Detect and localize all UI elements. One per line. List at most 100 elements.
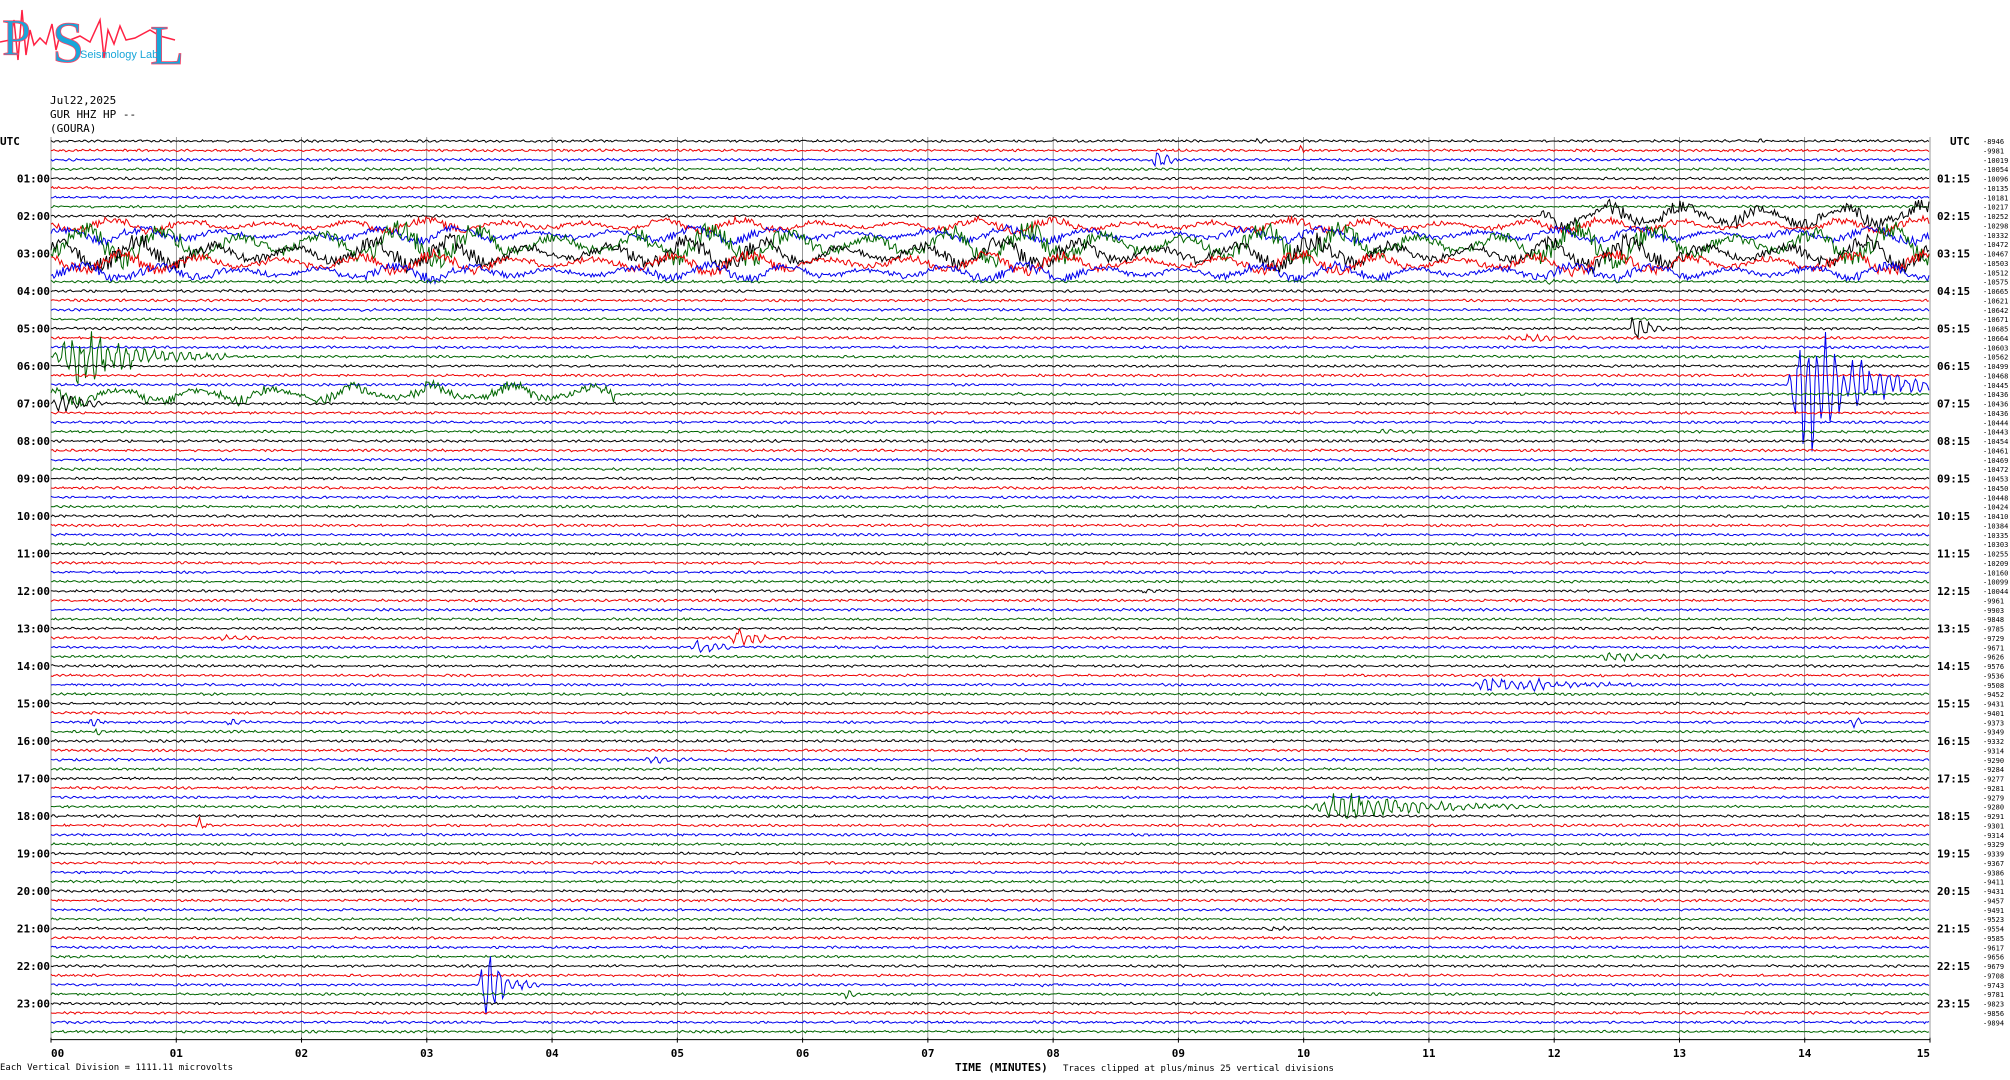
seismic-trace xyxy=(50,204,1930,209)
trace-offset-label: -10499 xyxy=(1983,363,2008,371)
trace-offset-label: -9743 xyxy=(1983,982,2004,990)
trace-offset-label: -10303 xyxy=(1983,541,2008,549)
trace-offset-label: -10217 xyxy=(1983,204,2008,212)
seismic-trace xyxy=(50,963,1930,969)
seismic-trace xyxy=(50,333,1930,343)
trace-offset-label: -10472 xyxy=(1983,466,2008,474)
trace-offset-label: -8946 xyxy=(1983,138,2004,146)
right-hour-label: 06:15 xyxy=(1937,360,1970,373)
trace-offset-label: -10562 xyxy=(1983,354,2008,362)
seismic-trace xyxy=(50,973,1930,978)
right-hour-label: 21:15 xyxy=(1937,923,1970,936)
seismic-trace xyxy=(50,232,1930,275)
trace-offset-label: -9554 xyxy=(1983,926,2004,934)
seismic-trace xyxy=(50,907,1930,912)
left-hour-label: 10:00 xyxy=(17,510,50,523)
seismic-trace xyxy=(51,607,1930,612)
trace-offset-label: -10255 xyxy=(1983,551,2008,559)
seismic-trace xyxy=(50,841,1930,847)
seismic-trace xyxy=(50,379,1930,408)
trace-offset-label: -9314 xyxy=(1983,832,2004,840)
seismic-trace xyxy=(50,316,1930,322)
trace-offset-label: -10444 xyxy=(1983,419,2008,427)
seismic-trace xyxy=(50,513,1930,519)
trace-offset-label: -9339 xyxy=(1983,851,2004,859)
seismic-trace xyxy=(50,785,1930,791)
seismic-trace xyxy=(50,767,1930,772)
left-hour-label: UTC xyxy=(0,135,20,148)
seismic-trace xyxy=(50,317,1930,340)
seismic-trace xyxy=(50,144,1930,154)
seismic-trace xyxy=(50,776,1930,781)
left-hour-label: 06:00 xyxy=(17,360,50,373)
trace-offset-label: -9281 xyxy=(1983,785,2004,793)
left-hour-label: 04:00 xyxy=(17,285,50,298)
right-hour-label: 10:15 xyxy=(1937,510,1970,523)
logo-letter-s: S xyxy=(52,10,84,72)
trace-offset-label: -10044 xyxy=(1983,588,2008,596)
trace-offset-label: -9729 xyxy=(1983,635,2004,643)
seismic-trace xyxy=(50,851,1930,856)
seismic-trace xyxy=(50,476,1930,481)
seismic-trace xyxy=(51,428,1930,434)
seismic-trace xyxy=(50,331,1930,452)
trace-offset-label: -9671 xyxy=(1983,644,2004,652)
seismic-trace xyxy=(50,815,1930,829)
trace-offset-label: -10468 xyxy=(1983,372,2008,380)
right-hour-label: 03:15 xyxy=(1937,248,1970,261)
left-hour-label: 01:00 xyxy=(17,173,50,186)
left-hour-label: 22:00 xyxy=(17,960,50,973)
right-hour-label: 04:15 xyxy=(1937,285,1970,298)
trace-offset-label: -9585 xyxy=(1983,935,2004,943)
left-hour-label: 14:00 xyxy=(17,660,50,673)
x-tick-label: 13 xyxy=(1673,1047,1686,1060)
trace-offset-label: -9452 xyxy=(1983,691,2004,699)
trace-offset-label: -10664 xyxy=(1983,335,2008,343)
seismic-trace xyxy=(50,639,1930,654)
logo-trace xyxy=(0,9,176,61)
left-hour-label: 12:00 xyxy=(17,585,50,598)
right-hour-label: 12:15 xyxy=(1937,585,1970,598)
seismic-trace xyxy=(50,448,1930,453)
right-hour-label: 02:15 xyxy=(1937,210,1970,223)
seismic-trace xyxy=(51,793,1930,820)
left-hour-label: 18:00 xyxy=(17,810,50,823)
trace-offset-label: -10436 xyxy=(1983,391,2008,399)
trace-offset-label: -10436 xyxy=(1983,410,2008,418)
trace-offset-label: -9290 xyxy=(1983,757,2004,765)
x-tick-label: 04 xyxy=(545,1047,559,1060)
seismic-trace xyxy=(50,195,1930,200)
seismic-trace xyxy=(50,551,1930,556)
seismic-trace xyxy=(50,485,1930,490)
seismic-trace xyxy=(50,860,1930,865)
x-axis-title: TIME (MINUTES) xyxy=(955,1061,1048,1074)
left-hour-label: 09:00 xyxy=(17,473,50,486)
trace-offset-label: -10410 xyxy=(1983,513,2008,521)
trace-offset-label: -9301 xyxy=(1983,822,2004,830)
trace-offset-label: -9823 xyxy=(1983,1001,2004,1009)
trace-offset-label: -10181 xyxy=(1983,194,2008,202)
x-tick-label: 11 xyxy=(1422,1047,1436,1060)
seismic-trace xyxy=(50,989,1930,1000)
x-tick-label: 15 xyxy=(1917,1047,1930,1060)
left-hour-label: 08:00 xyxy=(17,435,50,448)
trace-offset-label: -10160 xyxy=(1983,569,2008,577)
trace-offset-label: -9457 xyxy=(1983,897,2004,905)
seismic-trace xyxy=(50,727,1930,736)
seismic-trace xyxy=(50,532,1930,537)
seismic-trace xyxy=(50,542,1930,547)
left-hour-label: 17:00 xyxy=(17,773,50,786)
seismic-trace xyxy=(51,717,1930,729)
trace-offset-label: -10054 xyxy=(1983,166,2008,174)
trace-offset-label: -9617 xyxy=(1983,944,2004,952)
seismic-trace xyxy=(50,738,1930,744)
seismic-trace xyxy=(50,898,1930,903)
trace-offset-label: -10467 xyxy=(1983,251,2008,259)
seismic-trace xyxy=(50,467,1930,472)
division-note: Each Vertical Division = 1111.11 microvo… xyxy=(0,1063,233,1073)
seismic-trace xyxy=(50,579,1930,584)
trace-offset-label: -9329 xyxy=(1983,841,2004,849)
trace-offset-label: -9284 xyxy=(1983,766,2004,774)
trace-offset-label: -9626 xyxy=(1983,654,2004,662)
seismic-trace xyxy=(50,676,1930,693)
